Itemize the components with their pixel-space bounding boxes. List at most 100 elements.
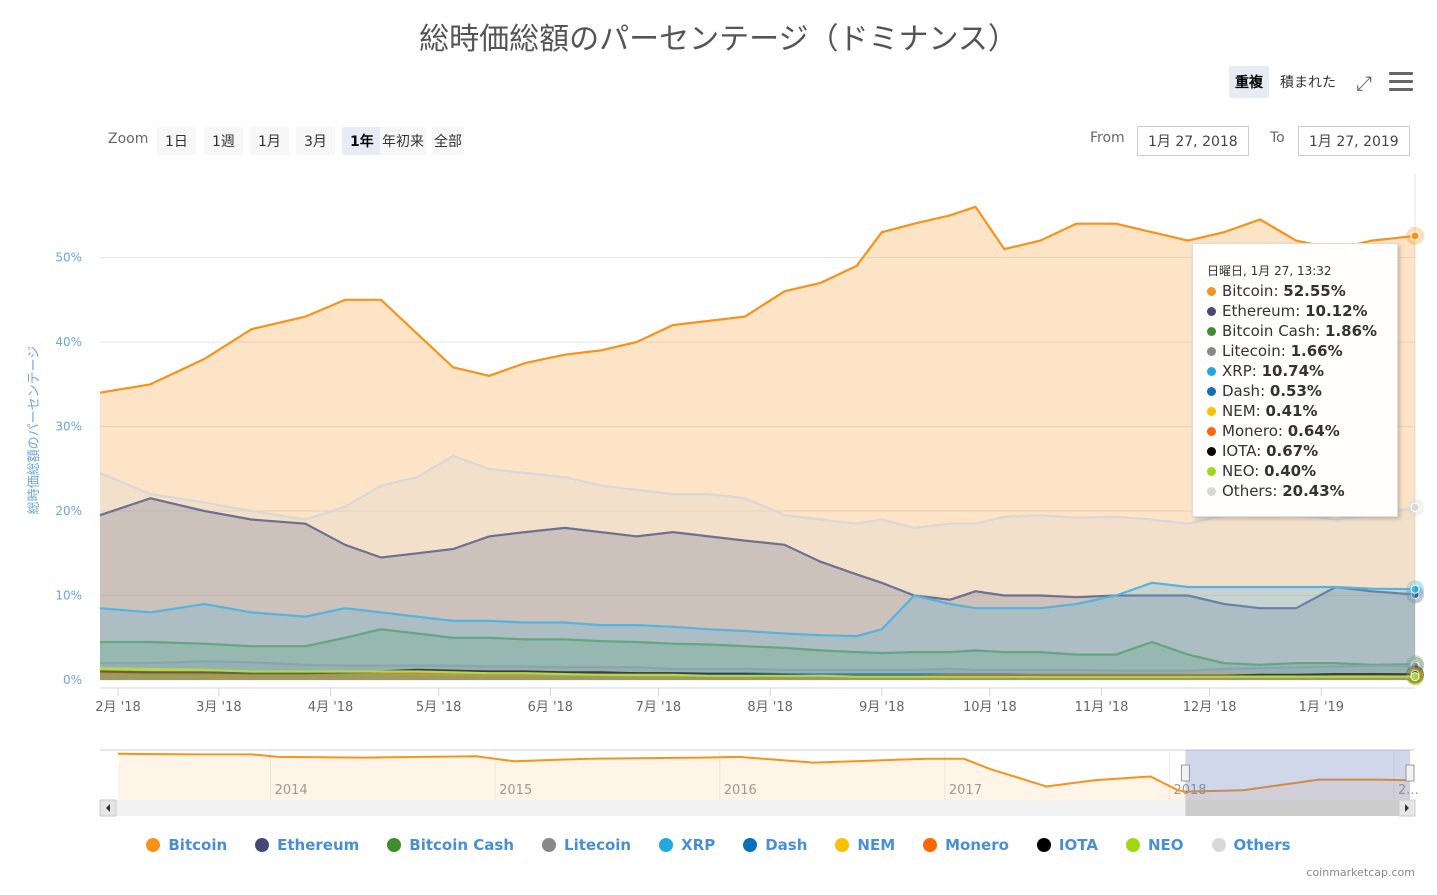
tooltip-series-value: 0.64%: [1287, 422, 1340, 440]
line-bitcoin-cash: [100, 628, 1416, 666]
hamburger-menu-icon[interactable]: [1389, 72, 1413, 96]
x-tick-label: 9月 '18: [859, 700, 905, 715]
data-point-marker: [1410, 231, 1420, 241]
legend-item[interactable]: Ethereum: [255, 836, 359, 854]
legend-label: Ethereum: [277, 836, 360, 854]
data-point-marker: [1410, 502, 1420, 512]
tooltip-series-value: 1.86%: [1325, 322, 1378, 340]
tooltip-series-name: IOTA: [1222, 442, 1257, 460]
tooltip-series-value: 52.55%: [1283, 282, 1346, 300]
legend-item[interactable]: Others: [1211, 836, 1291, 854]
navigator-handle[interactable]: [1180, 764, 1190, 782]
series-dot-icon: [1207, 347, 1216, 356]
tooltip-series-value: 0.53%: [1269, 382, 1322, 400]
legend-item[interactable]: NEO: [1125, 836, 1184, 854]
tooltip-series-name: XRP: [1222, 362, 1252, 380]
zoom-button-1[interactable]: 1週: [204, 127, 243, 155]
legend-item[interactable]: IOTA: [1036, 836, 1098, 854]
series-dot-icon: [1207, 307, 1216, 316]
legend-label: XRP: [681, 836, 716, 854]
x-tick-label: 11月 '18: [1075, 700, 1129, 715]
legend-label: Litecoin: [564, 836, 632, 854]
zoom-button-4[interactable]: 1年: [342, 127, 382, 155]
series-dot-icon: [1207, 407, 1216, 416]
x-tick-label: 12月 '18: [1183, 700, 1237, 715]
tooltip: 日曜日, 1月 27, 13:32 Bitcoin: 52.55% Ethereu…: [1192, 243, 1398, 517]
legend-label: NEM: [857, 836, 896, 854]
legend-item[interactable]: Bitcoin Cash: [387, 836, 514, 854]
line-ethereum: [99, 497, 1416, 610]
area-others: [100, 456, 1415, 680]
tooltip-series-value: 1.66%: [1290, 342, 1343, 360]
tooltip-series-name: NEM: [1222, 402, 1256, 420]
fullscreen-icon[interactable]: ⤢: [1356, 71, 1372, 95]
y-axis-title: 総時価総額のパーセンテージ: [27, 346, 42, 515]
x-tick-label: 4月 '18: [308, 700, 354, 715]
y-tick-label: 10%: [55, 589, 82, 603]
tooltip-header: 日曜日, 1月 27, 13:32: [1207, 264, 1332, 278]
zoom-button-2[interactable]: 1月: [250, 127, 289, 155]
legend-item[interactable]: NEM: [835, 836, 895, 854]
legend-item[interactable]: Litecoin: [542, 836, 631, 854]
series-dot-icon: [1207, 387, 1216, 396]
scrollbar-thumb[interactable]: [1185, 800, 1405, 816]
arrow-right-icon: [1405, 804, 1409, 812]
series-dot-icon: [1207, 467, 1216, 476]
navigator-year-label: 2...: [1398, 783, 1419, 798]
data-point-marker: [1410, 672, 1420, 682]
legend-item[interactable]: XRP: [659, 836, 715, 854]
zoom-button-5[interactable]: 年初来: [380, 127, 426, 155]
tooltip-row: XRP: 10.74%: [1207, 361, 1397, 381]
navigator-selection-mask[interactable]: [1185, 750, 1410, 800]
tooltip-series-name: NEO: [1222, 462, 1255, 480]
legend-label: Bitcoin Cash: [409, 836, 515, 854]
chart-title: 総時価総額のパーセンテージ（ドミナンス）: [419, 22, 1018, 57]
navigator-line: [117, 752, 1411, 793]
line-litecoin: [100, 660, 1416, 672]
y-tick-label: 50%: [55, 251, 82, 265]
legend-item[interactable]: Dash: [743, 836, 807, 854]
y-tick-label: 40%: [55, 335, 82, 349]
series-dot-icon: [1207, 487, 1216, 496]
arrow-left-icon: [106, 804, 110, 812]
tooltip-series-name: Dash: [1222, 382, 1261, 400]
tooltip-series-name: Others: [1222, 482, 1273, 500]
scrollbar-track[interactable]: [100, 800, 1415, 816]
credit-link[interactable]: coinmarketcap.com: [1306, 866, 1415, 879]
to-date-input[interactable]: 1月 27, 2019: [1298, 126, 1410, 156]
legend-item[interactable]: Monero: [923, 836, 1009, 854]
tooltip-row: Bitcoin: 52.55%: [1207, 281, 1397, 301]
legend-label: Monero: [945, 836, 1009, 854]
legend-dot-icon: [255, 838, 270, 852]
zoom-button-6[interactable]: 全部: [432, 127, 464, 155]
legend-label: Dash: [765, 836, 808, 854]
tooltip-series-name: Ethereum: [1222, 302, 1296, 320]
area-xrp: [100, 582, 1415, 680]
tooltip-row: IOTA: 0.67%: [1207, 441, 1397, 461]
tooltip-series-value: 10.12%: [1305, 302, 1368, 320]
tooltip-series-value: 0.67%: [1266, 442, 1319, 460]
legend-dot-icon: [1125, 838, 1140, 852]
zoom-button-3[interactable]: 3月: [296, 127, 335, 155]
tooltip-row: Monero: 0.64%: [1207, 421, 1397, 441]
line-xrp: [99, 581, 1416, 638]
overlap-mode-button[interactable]: 重複: [1229, 66, 1269, 98]
x-tick-label: 2月 '18: [95, 700, 141, 715]
from-label: From: [1090, 130, 1125, 146]
stacked-mode-button[interactable]: 積まれた: [1274, 66, 1342, 98]
legend-label: Bitcoin: [168, 836, 228, 854]
zoom-button-0[interactable]: 1日: [157, 127, 196, 155]
line-bitcoin: [99, 205, 1416, 394]
series-dot-icon: [1207, 367, 1216, 376]
legend-item[interactable]: Bitcoin: [146, 836, 227, 854]
y-tick-label: 20%: [55, 504, 82, 518]
line-neo: [99, 667, 1415, 678]
navigator-handle[interactable]: [1405, 764, 1415, 782]
legend-dot-icon: [835, 838, 850, 852]
x-tick-label: 1月 '19: [1299, 700, 1345, 715]
from-date-input[interactable]: 1月 27, 2018: [1137, 126, 1249, 156]
tooltip-series-value: 20.43%: [1282, 482, 1345, 500]
legend-label: Others: [1233, 836, 1291, 854]
legend-dot-icon: [146, 838, 161, 852]
